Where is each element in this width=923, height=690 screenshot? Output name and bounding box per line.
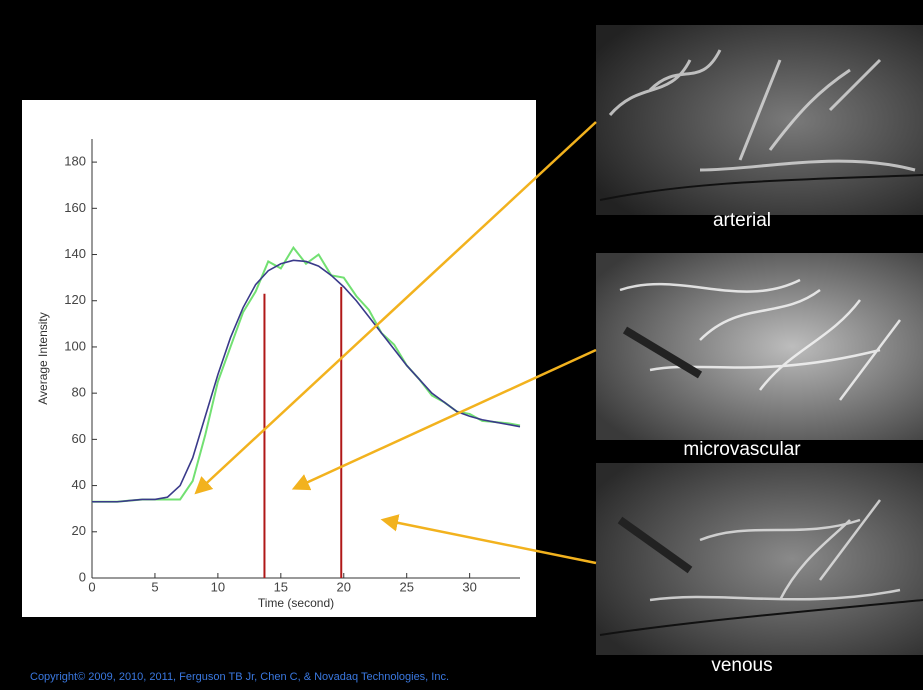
series-line (92, 259, 521, 503)
image-label: venous (711, 655, 772, 676)
x-axis-label: Time (second) (258, 596, 334, 610)
x-tick-label: 25 (399, 579, 413, 594)
x-tick-label: 20 (337, 579, 351, 594)
y-tick-label: 180 (64, 154, 86, 169)
x-tick-label: 0 (88, 579, 95, 594)
arrow (194, 121, 597, 495)
arrow (380, 514, 597, 565)
image-label: arterial (713, 210, 771, 231)
image-microvascular (596, 253, 923, 440)
y-tick-label: 120 (64, 292, 86, 307)
arrow (291, 348, 597, 491)
y-axis-label: Average Intensity (36, 312, 50, 405)
y-tick-label: 20 (72, 523, 86, 538)
x-tick-label: 30 (462, 579, 476, 594)
x-tick-label: 15 (274, 579, 288, 594)
arrows (194, 121, 597, 565)
y-tick-label: 0 (79, 569, 86, 584)
image-arterial (596, 25, 923, 215)
y-tick-label: 160 (64, 200, 86, 215)
copyright: Copyright© 2009, 2010, 2011, Ferguson TB… (30, 671, 449, 683)
y-tick-label: 80 (72, 385, 86, 400)
image-venous (596, 463, 923, 655)
y-tick-label: 140 (64, 246, 86, 261)
x-tick-label: 10 (211, 579, 225, 594)
y-tick-label: 60 (72, 431, 86, 446)
y-tick-label: 40 (72, 477, 86, 492)
image-label: microvascular (683, 439, 801, 460)
chart-panel (22, 100, 536, 617)
x-tick-label: 5 (151, 579, 158, 594)
y-tick-label: 100 (64, 338, 86, 353)
plot: 0 20 40 60 80 100 120 140 160 180 0 5 10 15 20 25 30 Time… (36, 139, 521, 610)
